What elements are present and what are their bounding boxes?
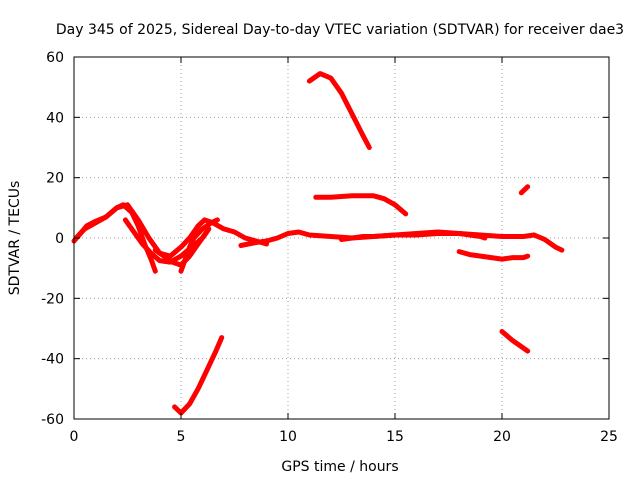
- y-tick-label: 20: [46, 171, 64, 187]
- series-trace-12: [531, 232, 565, 253]
- y-tick-label: -60: [41, 412, 64, 428]
- y-tick-label: 0: [55, 231, 64, 247]
- series-trace-5: [178, 217, 220, 274]
- y-tick-label: 40: [46, 110, 64, 126]
- y-tick-label: 60: [46, 50, 64, 66]
- x-tick-label: 15: [386, 429, 404, 445]
- x-tick-label: 20: [493, 429, 511, 445]
- x-tick-label: 0: [70, 429, 79, 445]
- series-trace-10: [172, 335, 225, 416]
- y-tick-label: -40: [41, 352, 64, 368]
- y-axis-label: SDTVAR / TECUs: [7, 181, 23, 296]
- series-trace-11: [456, 249, 531, 262]
- x-tick-label: 5: [177, 429, 186, 445]
- series-trace-14: [518, 184, 531, 196]
- x-tick-label: 25: [600, 429, 618, 445]
- chart-title: Day 345 of 2025, Sidereal Day-to-day VTE…: [56, 22, 624, 38]
- series-trace-13: [499, 329, 531, 354]
- y-tick-label: -20: [41, 291, 64, 307]
- data-traces: [71, 71, 565, 416]
- series-trace-9: [306, 71, 372, 150]
- series-trace-7: [339, 231, 488, 242]
- x-tick-label: 10: [279, 429, 297, 445]
- axis-ticks: 0 5 10 15 20 25 -60 -40 -20 0 20 40 60: [41, 50, 618, 445]
- series-trace-2: [73, 202, 270, 259]
- x-axis-label: GPS time / hours: [281, 459, 398, 475]
- series-trace-8: [313, 193, 409, 217]
